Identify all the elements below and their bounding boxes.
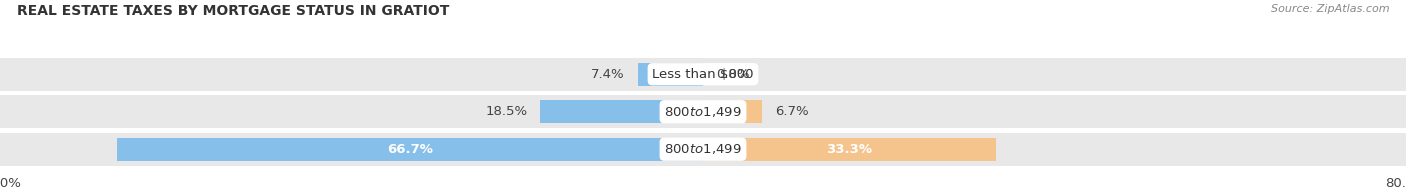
Bar	[0, 95, 1406, 128]
Bar	[638, 63, 703, 86]
Text: REAL ESTATE TAXES BY MORTGAGE STATUS IN GRATIOT: REAL ESTATE TAXES BY MORTGAGE STATUS IN …	[17, 4, 450, 18]
Text: 6.7%: 6.7%	[775, 105, 808, 118]
Text: 33.3%: 33.3%	[827, 143, 872, 156]
Text: Less than $800: Less than $800	[652, 68, 754, 81]
Text: 18.5%: 18.5%	[485, 105, 527, 118]
Bar	[540, 100, 703, 123]
Text: $800 to $1,499: $800 to $1,499	[664, 105, 742, 119]
Bar	[703, 100, 762, 123]
Text: Source: ZipAtlas.com: Source: ZipAtlas.com	[1271, 4, 1389, 14]
Text: 0.0%: 0.0%	[716, 68, 749, 81]
Text: $800 to $1,499: $800 to $1,499	[664, 142, 742, 156]
Bar	[703, 138, 995, 161]
Text: 66.7%: 66.7%	[387, 143, 433, 156]
Bar	[117, 138, 703, 161]
Text: 7.4%: 7.4%	[591, 68, 624, 81]
Bar	[0, 58, 1406, 91]
Bar	[0, 133, 1406, 166]
